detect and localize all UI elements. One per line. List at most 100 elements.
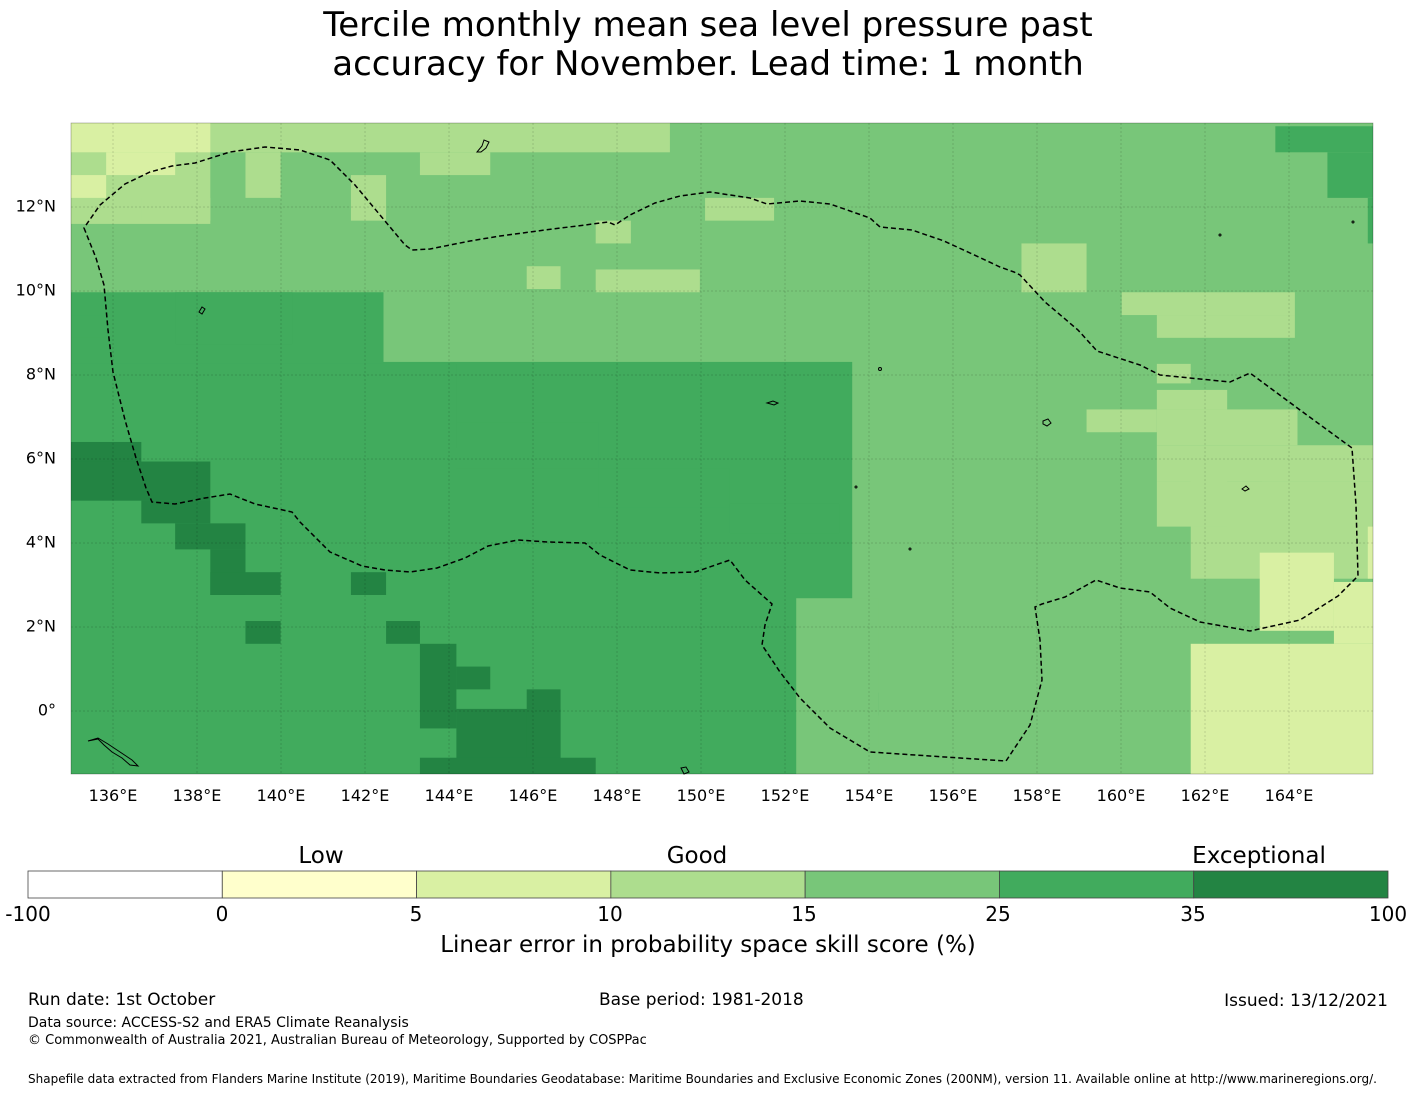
run-date: Run date: 1st October <box>28 990 216 1010</box>
coastline-features <box>87 139 1355 775</box>
data-source: Data source: ACCESS-S2 and ERA5 Climate … <box>28 1015 409 1031</box>
colorbar-label: Linear error in probability space skill … <box>440 932 976 958</box>
skill-region <box>210 572 281 595</box>
skill-region <box>595 269 700 293</box>
skill-region <box>419 757 596 774</box>
skill-region <box>456 666 491 690</box>
skill-region <box>705 197 775 221</box>
skill-region <box>71 461 211 501</box>
x-tick-label: 142°E <box>340 786 390 805</box>
colorbar-tick-label: 10 <box>597 902 623 926</box>
category-low: Low <box>298 843 344 869</box>
colorbar-segment <box>27 870 223 899</box>
x-tick-label: 154°E <box>844 786 894 805</box>
x-tick-label: 140°E <box>256 786 306 805</box>
skill-region <box>526 266 561 290</box>
skill-region <box>1367 197 1373 244</box>
colorbar-segment <box>610 870 806 899</box>
title-line-1: Tercile monthly mean sea level pressure … <box>323 5 1093 45</box>
skill-region <box>175 292 293 345</box>
skill-region <box>1156 409 1298 446</box>
y-tick-label: 0° <box>37 700 56 720</box>
skill-region <box>1156 481 1228 527</box>
skill-region <box>1333 581 1373 644</box>
skill-region <box>141 197 211 221</box>
y-tick-label: 4°N <box>25 532 56 552</box>
colorbar-tick-label: 100 <box>1368 902 1408 926</box>
skill-region <box>386 621 420 644</box>
skill-region <box>729 503 840 534</box>
shapefile-attribution: Shapefile data extracted from Flanders M… <box>28 1072 1377 1086</box>
base-period: Base period: 1981-2018 <box>599 990 804 1010</box>
skill-region <box>1156 445 1373 482</box>
skill-region <box>245 621 281 644</box>
colorbar-tick-label: 25 <box>985 902 1011 926</box>
skill-region <box>598 468 730 508</box>
skill-region <box>350 572 387 595</box>
colorbar <box>27 870 1389 899</box>
y-tick-label: 2°N <box>25 616 56 636</box>
title-line-2: accuracy for November. Lead time: 1 mont… <box>332 44 1084 84</box>
skill-region <box>595 220 631 244</box>
skill-region <box>245 152 281 198</box>
x-tick-label: 146°E <box>508 786 558 805</box>
skill-region <box>456 422 599 469</box>
x-tick-label: 156°E <box>928 786 978 805</box>
skill-region <box>1327 152 1373 198</box>
x-tick-label: 150°E <box>676 786 726 805</box>
chart-title: Tercile monthly mean sea level pressure … <box>0 6 1416 84</box>
y-tick-label: 6°N <box>25 448 56 468</box>
y-tick-label: 12°N <box>15 196 56 216</box>
skill-grid-cells <box>71 123 1373 774</box>
colorbar-segment <box>804 870 1000 899</box>
skill-region <box>1121 292 1295 316</box>
colorbar-tick-label: -100 <box>5 902 51 926</box>
skill-region <box>1156 389 1228 410</box>
skill-region <box>1275 126 1373 153</box>
skill-region <box>1367 526 1373 579</box>
skill-region <box>1190 643 1373 774</box>
x-tick-label: 160°E <box>1096 786 1146 805</box>
x-tick-label: 158°E <box>1012 786 1062 805</box>
eez-boundary-line <box>83 146 1359 762</box>
skill-region <box>1086 409 1157 433</box>
colorbar-segment <box>221 870 417 899</box>
skill-region <box>141 500 211 524</box>
skill-region <box>1259 552 1334 631</box>
colorbar-segment <box>1193 870 1389 899</box>
y-tick-label: 10°N <box>15 280 56 300</box>
x-tick-label: 164°E <box>1264 786 1314 805</box>
skill-region <box>1156 315 1295 338</box>
skill-region <box>71 175 107 198</box>
x-tick-label: 138°E <box>172 786 222 805</box>
x-tick-label: 136°E <box>88 786 138 805</box>
skill-region <box>175 523 246 550</box>
skill-region <box>1021 243 1087 293</box>
skill-region <box>71 315 107 338</box>
x-tick-label: 162°E <box>1180 786 1230 805</box>
copyright-notice: © Commonwealth of Australia 2021, Austra… <box>28 1033 647 1048</box>
map-gridlines <box>71 123 1373 774</box>
skill-region <box>106 152 176 176</box>
colorbar-segment <box>416 870 612 899</box>
skill-region <box>71 363 457 449</box>
skill-region <box>419 152 491 176</box>
category-exceptional: Exceptional <box>1192 843 1326 869</box>
skill-region <box>71 152 107 176</box>
skill-region <box>1156 363 1191 384</box>
y-tick-label: 8°N <box>25 364 56 384</box>
skill-region <box>419 643 457 729</box>
colorbar-tick-label: 35 <box>1180 902 1206 926</box>
skill-region <box>796 598 879 774</box>
issued-date: Issued: 13/12/2021 <box>1224 991 1388 1011</box>
x-tick-label: 152°E <box>760 786 810 805</box>
category-good: Good <box>666 843 728 869</box>
colorbar-tick-label: 5 <box>409 902 423 926</box>
skill-region <box>71 123 211 153</box>
colorbar-tick-label: 0 <box>215 902 229 926</box>
x-tick-label: 144°E <box>424 786 474 805</box>
colorbar-segment <box>999 870 1195 899</box>
colorbar-tick-label: 15 <box>791 902 817 926</box>
skill-region <box>350 175 387 221</box>
